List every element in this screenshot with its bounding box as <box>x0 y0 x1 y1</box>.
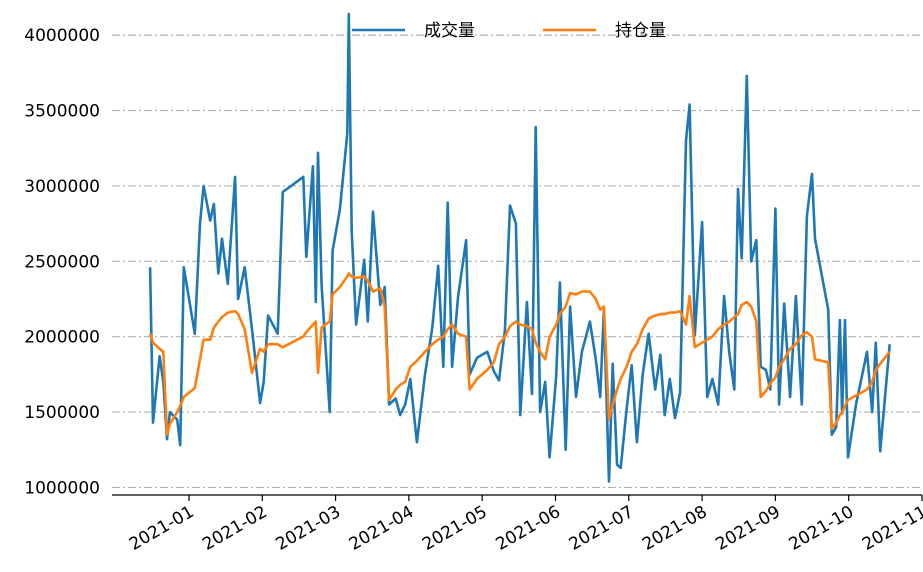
x-tick-label: 2021-09 <box>712 502 784 555</box>
x-tick-label: 2021-11 <box>859 502 923 555</box>
y-tick-label: 1000000 <box>24 478 100 498</box>
legend-label: 成交量 <box>424 21 475 41</box>
y-tick-label: 3500000 <box>24 102 100 122</box>
x-tick-label: 2021-10 <box>786 502 858 555</box>
series-line <box>148 12 891 483</box>
x-tick-label: 2021-06 <box>492 502 564 555</box>
y-tick-label: 1500000 <box>24 403 100 423</box>
x-tick-label: 2021-08 <box>639 502 711 555</box>
x-tick-label: 2021-07 <box>566 502 638 555</box>
y-tick-label: 3000000 <box>24 177 100 197</box>
x-tick-label: 2021-05 <box>419 502 491 555</box>
y-tick-label: 2000000 <box>24 328 100 348</box>
y-tick-label: 4000000 <box>24 26 100 46</box>
series-line <box>148 272 891 436</box>
x-tick-label: 2021-01 <box>126 502 198 555</box>
x-tick-label: 2021-04 <box>346 502 418 555</box>
legend-label: 持仓量 <box>615 21 666 41</box>
x-tick-label: 2021-02 <box>199 502 271 555</box>
y-tick-label: 2500000 <box>24 252 100 272</box>
x-tick-label: 2021-03 <box>273 502 345 555</box>
